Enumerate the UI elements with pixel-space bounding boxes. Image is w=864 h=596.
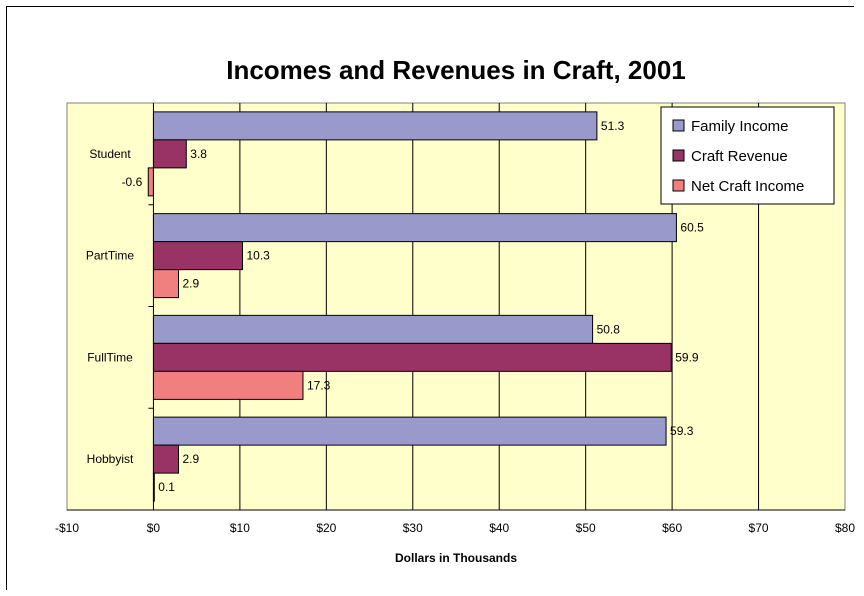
- bar: [152, 370, 304, 400]
- chart-frame: [6, 6, 854, 590]
- category-label: Student: [89, 147, 131, 161]
- x-tick-label: -$10: [55, 521, 79, 535]
- data-label: 60.5: [680, 221, 704, 235]
- x-tick-label: $30: [403, 521, 423, 535]
- x-tick-label: $80: [835, 521, 855, 535]
- legend-entry: Family Income: [691, 118, 789, 135]
- chart-title: Incomes and Revenues in Craft, 2001: [226, 55, 686, 85]
- data-label: 50.8: [597, 322, 621, 336]
- data-labels: 51.3 3.8 -0.6 60.5 10.3 2.9 50.8 59.9 17.3 59.3 2.…: [122, 119, 705, 494]
- bar: [152, 139, 187, 169]
- x-tick-label: $60: [662, 521, 682, 535]
- x-axis-label: Dollars in Thousands: [395, 551, 517, 565]
- legend-box: [660, 106, 835, 205]
- data-label: 0.1: [158, 480, 175, 494]
- bar: [152, 269, 180, 299]
- data-label: 2.9: [183, 277, 200, 291]
- legend-swatch: [672, 149, 685, 162]
- bar: [147, 167, 154, 197]
- bar: [152, 416, 667, 446]
- data-label: 17.3: [307, 378, 331, 392]
- legend: Family Income Craft Revenue Net Craft Inco…: [660, 106, 835, 205]
- category-label: Hobbyist: [87, 452, 134, 466]
- x-tick-label: $20: [316, 521, 336, 535]
- bars: [147, 111, 677, 502]
- bar: [152, 241, 243, 271]
- x-tick-label: $50: [576, 521, 596, 535]
- data-label: 59.9: [675, 350, 699, 364]
- legend-swatch: [672, 119, 685, 132]
- data-label: 2.9: [183, 452, 200, 466]
- bar: [152, 342, 672, 372]
- category-label: PartTime: [86, 249, 135, 263]
- legend-entry: Net Craft Income: [691, 178, 804, 195]
- data-label: 3.8: [190, 147, 207, 161]
- data-label: 59.3: [670, 424, 694, 438]
- bar: [152, 213, 677, 243]
- x-tick-label: $10: [230, 521, 250, 535]
- category-label: FullTime: [87, 350, 133, 364]
- bar: [152, 444, 180, 474]
- axes: -$10 $0 $10 $20 $30 $40 $50 $60 $70 $80 Student Par…: [55, 103, 855, 535]
- data-label: 10.3: [246, 249, 270, 263]
- bar: [152, 111, 598, 141]
- x-tick-label: $40: [489, 521, 509, 535]
- legend-entry: Craft Revenue: [691, 148, 788, 165]
- x-tick-label: $70: [749, 521, 769, 535]
- data-label: -0.6: [122, 175, 143, 189]
- legend-swatch: [672, 179, 685, 192]
- x-tick-label: $0: [147, 521, 161, 535]
- bar: [152, 314, 594, 344]
- data-label: 51.3: [601, 119, 625, 133]
